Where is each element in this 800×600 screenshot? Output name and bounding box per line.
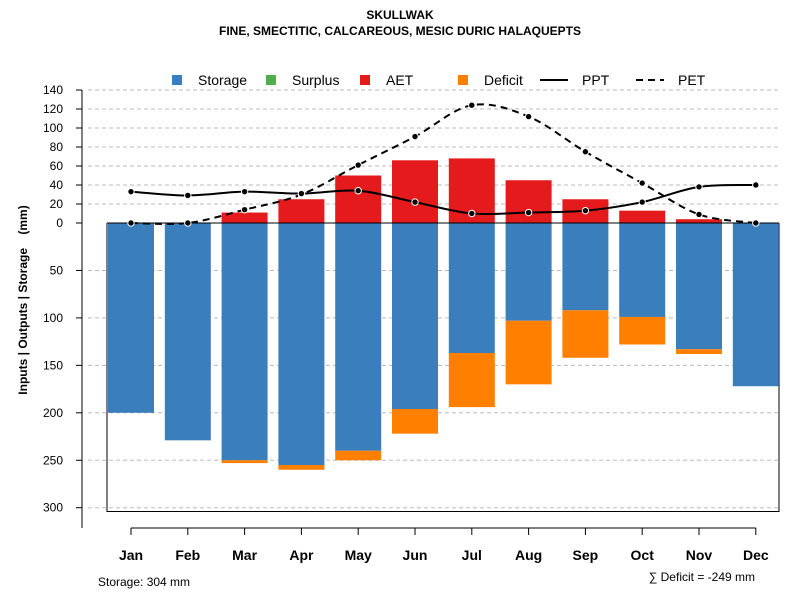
x-tick-label: Dec: [743, 547, 769, 563]
pet-point: [524, 112, 533, 121]
storage-bar: [505, 223, 552, 321]
pet-point: [411, 132, 419, 141]
deficit-bar: [278, 464, 325, 470]
deficit-bar: [221, 460, 268, 464]
y-tick-label: 300: [43, 501, 63, 515]
chart-title: SKULLWAK: [366, 8, 434, 22]
deficit-total: ∑ Deficit = -249 mm: [648, 570, 755, 584]
storage-bar: [278, 223, 325, 465]
storage-legend-label: Storage: [198, 72, 247, 88]
chart-subtitle: FINE, SMECTITIC, CALCAREOUS, MESIC DURIC…: [218, 24, 581, 38]
ppt-line: [130, 183, 756, 216]
aet-bar: [619, 210, 666, 223]
y-tick-label: 120: [43, 102, 63, 116]
pet-point: [752, 219, 760, 227]
x-tick-label: Jun: [403, 547, 428, 563]
ppt-point: [184, 191, 192, 200]
ppt-point: [581, 206, 590, 215]
pet-point: [638, 179, 646, 187]
storage-bar: [221, 223, 268, 461]
deficit-legend-swatch: [458, 75, 468, 85]
pet-point: [240, 206, 249, 214]
aet-bar: [676, 219, 722, 223]
ppt-point: [638, 198, 646, 206]
aet-bar: [221, 212, 268, 223]
x-tick-label: Nov: [686, 547, 713, 563]
y-tick-label: 150: [43, 358, 63, 372]
storage-bar: [335, 223, 382, 451]
x-tick-label: Feb: [175, 547, 200, 563]
y-axis-label: Inputs | Outputs | Storage (mm): [16, 205, 30, 395]
deficit-legend-label: Deficit: [484, 72, 523, 88]
aet-legend-label: AET: [386, 72, 414, 88]
y-tick-label: 140: [43, 83, 63, 97]
aet-bar: [278, 199, 325, 223]
ppt-legend-label: PPT: [582, 72, 610, 88]
y-tick-label: 80: [50, 140, 64, 154]
deficit-bar: [676, 349, 722, 354]
surplus-legend-swatch: [266, 75, 276, 85]
y-tick-label: 60: [50, 159, 64, 173]
plot-border: [106, 223, 780, 512]
ppt-point: [411, 198, 419, 206]
aet-bar: [335, 175, 382, 223]
ppt-point: [297, 189, 306, 198]
x-tick-label: Aug: [515, 547, 542, 563]
deficit-bar: [392, 409, 438, 434]
y-tick-label: 20: [50, 197, 64, 211]
y-tick-label: 200: [43, 406, 63, 420]
x-tick-label: Mar: [232, 547, 257, 563]
storage-bar: [562, 223, 609, 311]
surplus-legend-label: Surplus: [292, 72, 339, 88]
y-tick-label: 0: [56, 216, 63, 230]
storage-bar: [108, 223, 154, 413]
x-tick-label: Apr: [289, 547, 314, 563]
ppt-point: [127, 187, 135, 196]
y-tick-label: 250: [43, 453, 63, 467]
storage-total: Storage: 304 mm: [98, 575, 191, 589]
pet-point: [127, 219, 135, 227]
ppt-point: [240, 187, 249, 196]
pet-point: [581, 148, 590, 156]
pet-point: [468, 101, 476, 109]
aet-legend-swatch: [360, 75, 370, 85]
deficit-bar: [619, 316, 666, 345]
x-tick-label: Jul: [462, 547, 482, 563]
pet-point: [184, 219, 192, 227]
pet-point: [695, 210, 703, 219]
x-tick-label: May: [345, 547, 372, 563]
storage-bar: [619, 223, 666, 317]
storage-bar: [392, 223, 438, 410]
ppt-point: [524, 208, 533, 217]
ppt-point: [695, 183, 703, 191]
aet-bar: [505, 180, 552, 223]
deficit-bar: [448, 353, 495, 408]
pet-line: [130, 103, 756, 225]
y-tick-label: 100: [43, 311, 63, 325]
storage-bar: [164, 223, 211, 441]
deficit-bar: [562, 310, 609, 358]
pet-point: [354, 161, 362, 169]
y-tick-label: 40: [50, 178, 64, 192]
ppt-point: [752, 181, 760, 189]
storage-legend-swatch: [172, 75, 182, 85]
ppt-point: [468, 209, 476, 218]
x-tick-label: Sep: [573, 547, 599, 563]
x-tick-label: Oct: [631, 547, 655, 563]
y-tick-label: 50: [50, 263, 64, 277]
storage-bar: [732, 223, 779, 387]
x-tick-label: Jan: [119, 547, 143, 563]
ppt-point: [354, 187, 362, 195]
storage-bar: [676, 223, 722, 350]
aet-bar: [392, 160, 438, 223]
y-tick-label: 100: [43, 121, 63, 135]
deficit-bar: [335, 450, 382, 461]
storage-bar: [448, 223, 495, 354]
deficit-bar: [505, 320, 552, 385]
pet-legend-label: PET: [678, 72, 706, 88]
